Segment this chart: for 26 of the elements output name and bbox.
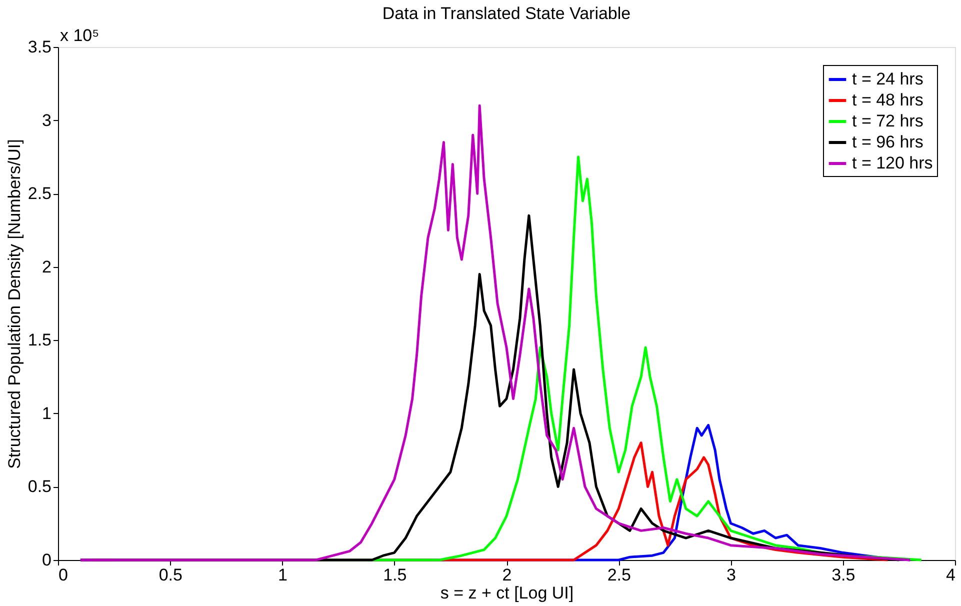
legend-label: t = 120 hrs: [852, 154, 933, 172]
y-tick-label: 1.5: [28, 330, 52, 350]
chart-title: Data in Translated State Variable: [382, 4, 631, 23]
y-tick-label: 0: [42, 550, 52, 570]
y-tick-label: 3: [42, 110, 52, 130]
y-tick-label: 0.5: [28, 477, 52, 496]
legend-label: t = 48 hrs: [852, 90, 924, 110]
y-tick-label: 2.5: [28, 184, 52, 204]
x-tick-label: 3: [726, 566, 736, 584]
x-tick-label: 1.5: [383, 566, 407, 584]
y-axis-title: Structured Population Density [Numbers/UI]: [4, 139, 24, 469]
x-axis-title: s = z + ct [Log UI]: [440, 584, 574, 602]
x-tick-label: 0: [58, 566, 68, 584]
x-tick-label: 2.5: [607, 566, 631, 584]
y-tick-label: 2: [42, 257, 52, 276]
x-tick-label: 3.5: [832, 566, 856, 584]
text: x 10⁵: [60, 26, 100, 45]
legend-label: t = 72 hrs: [852, 112, 924, 130]
x-tick-label: 4: [946, 566, 956, 584]
y-tick-label: 1: [42, 404, 52, 423]
x-tick-label: 0.5: [158, 566, 182, 584]
legend-label: t = 24 hrs: [852, 70, 924, 88]
x-tick-label: 2: [502, 566, 512, 584]
x-tick-label: 1: [278, 566, 288, 584]
y-tick-label: 3.5: [28, 38, 52, 56]
legend-label: t = 96 hrs: [852, 132, 924, 152]
